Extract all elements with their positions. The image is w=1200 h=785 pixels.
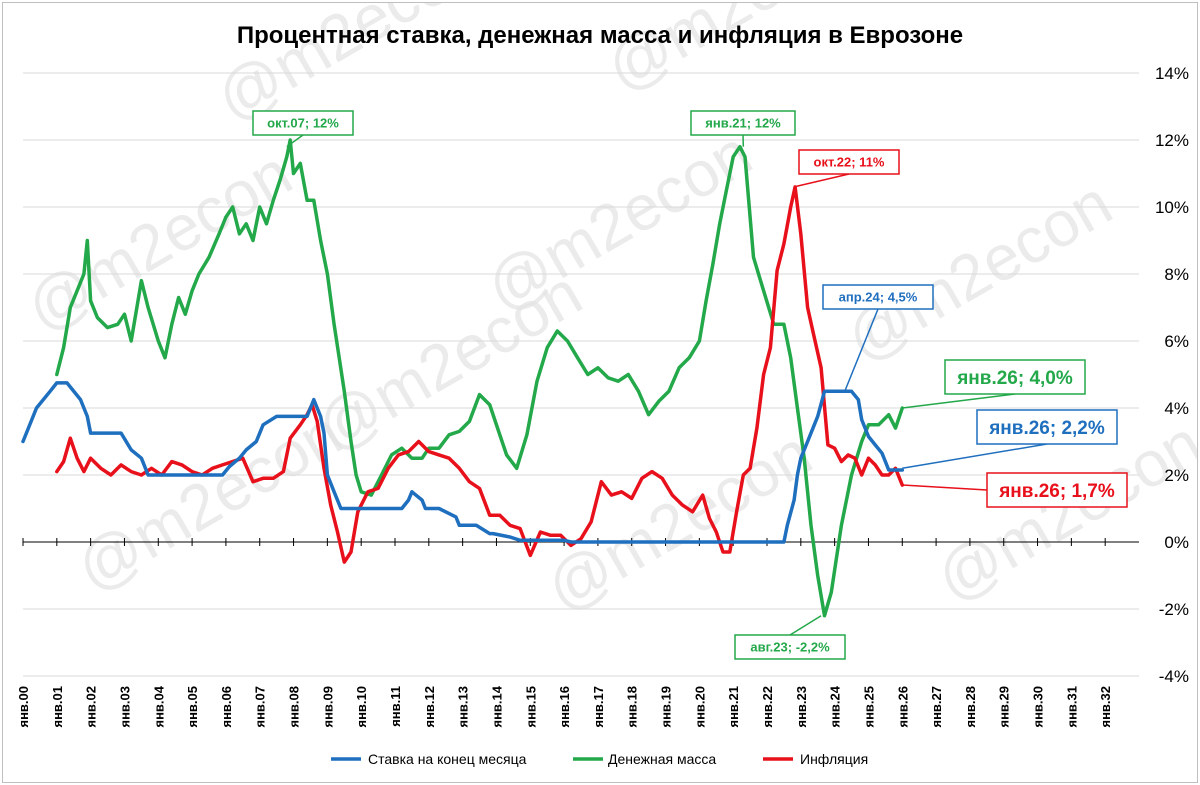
series-line-0 bbox=[21, 381, 905, 544]
x-tick-label: янв.01 bbox=[50, 686, 65, 728]
y-axis-ticks: 14% 12% 10% 8% 6% 4% 2% 0% -2% -4% bbox=[1155, 64, 1189, 686]
legend-label-0: Ставка на конец месяца bbox=[368, 751, 527, 767]
annotation-label: окт.22; 11% bbox=[814, 155, 885, 170]
y-tick-label: 0% bbox=[1164, 533, 1189, 552]
annotation-box bbox=[944, 359, 1086, 395]
annotation-leader bbox=[793, 173, 850, 188]
annotations: окт.07; 12% янв.21; 12% окт.22; 11% апр.24;… bbox=[252, 110, 1128, 660]
x-tick-label: янв.29 bbox=[997, 686, 1012, 728]
x-tick-label: янв.19 bbox=[659, 686, 674, 728]
legend: Ставка на конец месяца Денежная масса Инфл… bbox=[331, 751, 868, 767]
x-tick-label: янв.00 bbox=[16, 686, 31, 728]
y-tick-label: 12% bbox=[1155, 131, 1189, 150]
annotation-leader bbox=[286, 134, 304, 148]
x-tick-label: янв.27 bbox=[929, 686, 944, 728]
x-tick-label: янв.28 bbox=[963, 686, 978, 728]
x-tick-label: янв.08 bbox=[287, 686, 302, 728]
y-tick-label: 2% bbox=[1164, 466, 1189, 485]
annotation-box bbox=[734, 634, 846, 660]
annotation-leader bbox=[902, 443, 1048, 470]
annotation-leader bbox=[902, 484, 988, 491]
x-tick-label: янв.32 bbox=[1098, 686, 1113, 728]
x-tick-label: янв.18 bbox=[625, 686, 640, 728]
x-tick-label: янв.23 bbox=[794, 686, 809, 728]
watermark-layer: @m2econ@m2econ @m2econ @m2econ@m2econ @m2ec… bbox=[14, 3, 1197, 625]
legend-label-2: Инфляция bbox=[800, 751, 868, 767]
series-lines bbox=[21, 138, 905, 618]
annotation-box bbox=[690, 110, 796, 136]
x-tick-label: янв.31 bbox=[1064, 686, 1079, 728]
annotation-leader bbox=[844, 308, 879, 392]
x-tick-label: янв.16 bbox=[557, 686, 572, 728]
watermark-text: @m2econ bbox=[834, 166, 1123, 375]
x-tick-label: янв.02 bbox=[84, 686, 99, 728]
x-tick-label: янв.13 bbox=[456, 686, 471, 728]
annotation-label: апр.24; 4,5% bbox=[839, 290, 918, 305]
annotation-label: янв.26; 4,0% bbox=[956, 368, 1073, 389]
y-tick-label: 8% bbox=[1164, 265, 1189, 284]
x-tick-label: янв.22 bbox=[760, 686, 775, 728]
x-tick-label: янв.09 bbox=[320, 686, 335, 728]
x-tick-label: янв.26 bbox=[895, 686, 910, 728]
y-tick-label: 6% bbox=[1164, 332, 1189, 351]
x-tick-label: янв.15 bbox=[523, 686, 538, 728]
x-tick-label: янв.05 bbox=[185, 686, 200, 728]
watermark-text: @m2econ bbox=[594, 3, 883, 105]
chart-title: Процентная ставка, денежная масса и инфл… bbox=[237, 22, 963, 49]
x-tick-label: янв.12 bbox=[422, 686, 437, 728]
x-tick-label: янв.21 bbox=[726, 686, 741, 728]
x-tick-label: янв.03 bbox=[117, 686, 132, 728]
annotation-box bbox=[798, 149, 900, 175]
x-tick-label: янв.07 bbox=[253, 686, 268, 728]
legend-label-1: Денежная масса bbox=[608, 751, 716, 767]
watermark-text: @m2econ bbox=[64, 396, 353, 605]
watermark-text: @m2econ bbox=[534, 416, 823, 625]
x-tick-label: янв.06 bbox=[219, 686, 234, 728]
annotation-box bbox=[252, 110, 354, 136]
series-line-1 bbox=[55, 138, 905, 618]
annotation-label: авг.23; -2,2% bbox=[750, 640, 830, 655]
x-tick-label: янв.14 bbox=[489, 685, 504, 727]
y-tick-label: 4% bbox=[1164, 399, 1189, 418]
y-tick-label: 14% bbox=[1155, 64, 1189, 83]
x-tick-label: янв.11 bbox=[388, 686, 403, 727]
watermark-text: @m2econ bbox=[14, 136, 303, 345]
annotation-leader bbox=[789, 615, 822, 636]
annotation-box bbox=[976, 409, 1118, 445]
annotation-label: окт.07; 12% bbox=[267, 116, 339, 131]
x-tick-label: янв.04 bbox=[151, 685, 166, 727]
x-tick-label: янв.25 bbox=[861, 686, 876, 728]
y-tick-label: -4% bbox=[1159, 667, 1189, 686]
x-axis: янв.00 янв.01 янв.02 янв.03 янв.04 янв.05 янв.… bbox=[16, 538, 1139, 728]
series-line-2 bbox=[55, 185, 905, 564]
annotation-leader bbox=[902, 393, 1016, 409]
annotation-label: янв.26; 1,7% bbox=[998, 481, 1115, 502]
annotation-box bbox=[986, 472, 1128, 508]
annotation-box bbox=[822, 284, 934, 310]
x-tick-label: янв.10 bbox=[354, 686, 369, 728]
chart-canvas: @m2econ@m2econ @m2econ @m2econ@m2econ @m2ec… bbox=[14, 3, 1197, 767]
annotation-label: янв.21; 12% bbox=[705, 116, 781, 131]
x-tick-label: янв.24 bbox=[828, 685, 843, 727]
y-tick-label: -2% bbox=[1159, 600, 1189, 619]
x-tick-label: янв.30 bbox=[1031, 686, 1046, 728]
x-tick-label: янв.20 bbox=[692, 686, 707, 728]
x-tick-label: янв.17 bbox=[591, 686, 606, 728]
y-tick-label: 10% bbox=[1155, 198, 1189, 217]
annotation-label: янв.26; 2,2% bbox=[988, 418, 1105, 439]
